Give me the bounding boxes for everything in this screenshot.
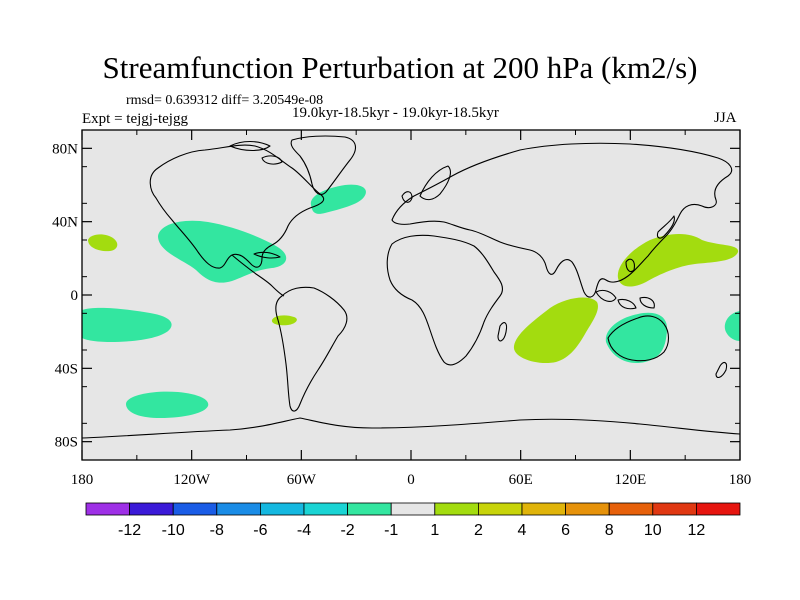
- colorbar-swatch: [521, 502, 566, 516]
- coastlines: [81, 135, 741, 439]
- anomaly-south-pacific: [82, 307, 172, 342]
- colorbar-swatch: [652, 502, 697, 516]
- anomaly-east-pacific: [88, 234, 118, 252]
- anomaly-layer: [82, 184, 740, 418]
- colorbar-label: -12: [118, 522, 141, 539]
- anomaly-north-atlantic: [310, 184, 366, 214]
- coast-eurasia: [391, 142, 733, 298]
- coast-indonesia: [595, 258, 655, 310]
- stats-text: rmsd= 0.639312 diff= 3.20549e-08: [126, 93, 324, 108]
- anomaly-southwest-pacific: [724, 311, 740, 341]
- coast-africa: [386, 234, 503, 366]
- lon-tick-label: 180: [71, 472, 94, 488]
- anomaly-west-pacific: [617, 234, 739, 287]
- colorbar-swatch: [347, 502, 392, 516]
- figure-title: Streamfunction Perturbation at 200 hPa (…: [102, 50, 698, 85]
- colorbar-swatch: [259, 502, 305, 516]
- colorbar-label: -8: [210, 522, 224, 539]
- coast-madagascar: [497, 322, 508, 342]
- colorbar-label: -6: [253, 522, 267, 539]
- colorbar-label: 10: [644, 522, 662, 539]
- lat-tick-label: 40N: [52, 215, 78, 231]
- colorbar-swatch: [696, 502, 741, 516]
- colorbar-label: -1: [384, 522, 398, 539]
- lon-tick-label: 120E: [614, 472, 646, 488]
- lon-tick-label: 0: [407, 472, 415, 488]
- lon-tick-label: 60E: [509, 472, 533, 488]
- anomaly-tropical-america: [158, 220, 287, 283]
- anomaly-south-pacific-high-latitude: [126, 391, 209, 418]
- coast-cuba: [253, 251, 281, 259]
- colorbar-label: 4: [518, 522, 527, 539]
- coast-british-isles: [401, 191, 413, 203]
- anomaly-indian-ocean: [513, 297, 598, 364]
- coast-north-america: [149, 144, 325, 269]
- anomaly-amazon: [271, 315, 297, 326]
- lon-tick-label: 120W: [173, 472, 211, 488]
- colorbar-label: -10: [162, 522, 185, 539]
- lat-tick-label: 40S: [55, 361, 78, 377]
- lat-tick-label: 80S: [55, 435, 78, 451]
- colorbar-label: -4: [297, 522, 311, 539]
- colorbar-label: 1: [430, 522, 439, 539]
- colorbar-swatch: [608, 502, 654, 516]
- coast-antarctica: [81, 417, 741, 439]
- colorbar-swatch: [172, 502, 218, 516]
- coast-central-america: [231, 254, 285, 297]
- colorbar-label: 2: [474, 522, 483, 539]
- colorbar-swatch: [216, 502, 261, 516]
- colorbar-label: -2: [340, 522, 354, 539]
- colorbar-label: 12: [688, 522, 706, 539]
- coast-scandinavia: [419, 165, 451, 201]
- colorbar-swatch: [565, 502, 610, 516]
- lat-tick-label: 80N: [52, 141, 78, 157]
- lon-tick-label: 60W: [287, 472, 317, 488]
- colorbar-swatch: [85, 502, 130, 516]
- colorbar-label: 8: [605, 522, 614, 539]
- experiment-text: Expt = tejgj-tejgg: [82, 111, 188, 127]
- colorbar-swatch: [303, 502, 348, 516]
- coast-south-america: [275, 286, 348, 412]
- coast-greenland: [290, 135, 356, 195]
- season-label: JJA: [714, 110, 737, 126]
- period-text: 19.0kyr-18.5kyr - 19.0kyr-18.5kyr: [292, 105, 499, 121]
- colorbar-label: 6: [561, 522, 570, 539]
- coast-japan: [656, 215, 675, 239]
- colorbar-swatch: [434, 502, 479, 516]
- coast-arctic-islands: [229, 140, 283, 165]
- colorbar: -12 -10 -8 -6 -4 -2 -1 1 2 4 6 8 10 12: [85, 502, 741, 539]
- lat-tick-label: 0: [71, 288, 79, 304]
- coast-australia: [607, 315, 670, 362]
- coast-new-zealand: [715, 361, 728, 379]
- colorbar-swatch: [477, 502, 523, 516]
- colorbar-swatch: [390, 502, 436, 516]
- lon-tick-label: 180: [729, 472, 752, 488]
- axis-ticks: 80N 40N 0 40S 80S 180 120W 60W 0 60E 120E 180: [52, 129, 752, 488]
- colorbar-swatch: [129, 502, 174, 516]
